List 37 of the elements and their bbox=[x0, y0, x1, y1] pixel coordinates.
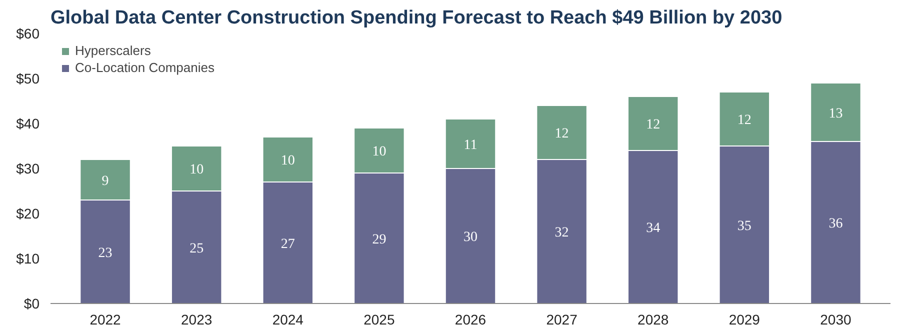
data-label: 10 bbox=[280, 154, 295, 168]
data-label: 12 bbox=[646, 118, 660, 132]
x-tick-label: 2029 bbox=[728, 312, 760, 327]
data-label: 30 bbox=[464, 230, 478, 245]
data-label: 12 bbox=[554, 126, 569, 142]
x-tick-label: 2028 bbox=[638, 312, 669, 327]
data-label: 25 bbox=[190, 241, 204, 256]
legend-label: Co-Location Companies bbox=[75, 60, 214, 75]
y-tick-label: $10 bbox=[16, 250, 40, 266]
data-label: 32 bbox=[554, 226, 569, 240]
data-label: 11 bbox=[464, 138, 478, 153]
data-label: 9 bbox=[102, 174, 109, 189]
data-label: 36 bbox=[828, 216, 843, 232]
data-label: 29 bbox=[372, 232, 386, 248]
x-tick-label: 2022 bbox=[90, 312, 122, 327]
x-tick-label: 2024 bbox=[272, 312, 304, 327]
y-tick-label: $40 bbox=[16, 116, 40, 132]
x-tick-label: 2030 bbox=[820, 312, 852, 327]
y-tick-label: $30 bbox=[16, 160, 40, 176]
chart-title: Global Data Center Construction Spending Forecast to Reach $49 Billion by 2030 bbox=[50, 8, 782, 28]
legend-label: Hyperscalers bbox=[75, 43, 151, 58]
x-tick-label: 2026 bbox=[454, 312, 486, 327]
data-label: 35 bbox=[737, 218, 752, 234]
data-label: 34 bbox=[646, 221, 660, 236]
x-tick-label: 2027 bbox=[546, 312, 578, 327]
data-label: 10 bbox=[190, 162, 204, 178]
data-label: 13 bbox=[828, 106, 843, 122]
x-tick-label: 2025 bbox=[364, 312, 395, 327]
data-label: 12 bbox=[737, 113, 752, 128]
data-label: 27 bbox=[280, 236, 295, 252]
x-tick-label: 2023 bbox=[181, 312, 212, 327]
y-tick-label: $20 bbox=[16, 206, 40, 222]
data-label: 10 bbox=[372, 144, 386, 160]
y-tick-label: $60 bbox=[16, 26, 40, 42]
y-tick-label: $0 bbox=[24, 296, 40, 312]
y-tick-label: $50 bbox=[16, 70, 40, 86]
data-label: 23 bbox=[98, 246, 112, 261]
